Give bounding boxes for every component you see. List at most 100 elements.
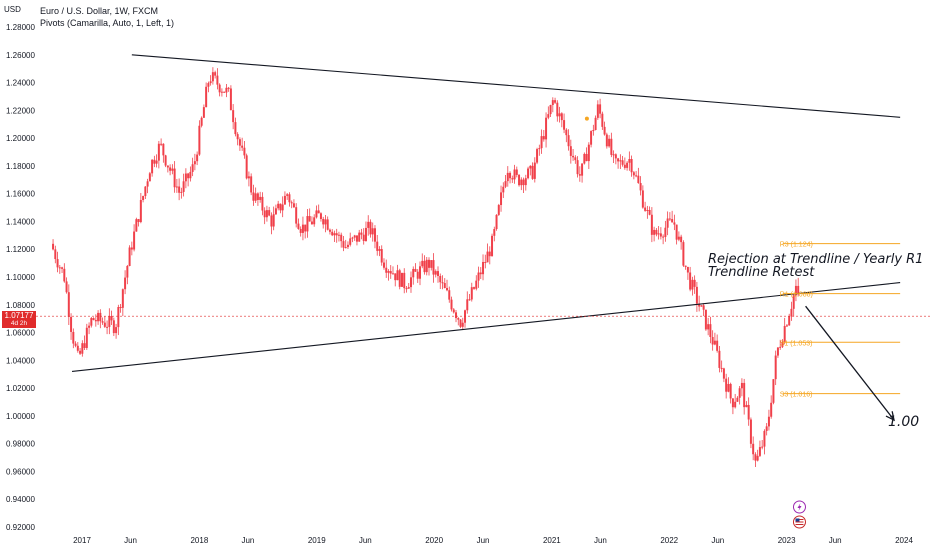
- candle-body: [797, 285, 800, 295]
- candle-body: [387, 271, 390, 273]
- candle-body: [137, 219, 140, 223]
- candle-body: [398, 270, 401, 287]
- candle-body: [187, 173, 190, 179]
- candle-body: [722, 368, 725, 379]
- pivot-label: R1 (1.088): [780, 292, 813, 299]
- candle-body: [256, 193, 259, 200]
- candle-body: [241, 145, 244, 148]
- candle-body: [349, 238, 352, 245]
- candle-body: [319, 213, 322, 219]
- candle-body: [731, 398, 734, 408]
- candle-body: [695, 286, 698, 304]
- trendline-lower[interactable]: [71, 282, 901, 372]
- candle-body: [191, 164, 194, 172]
- candle-body: [630, 159, 633, 173]
- trendline-upper[interactable]: [131, 54, 901, 118]
- candle-body: [110, 315, 113, 321]
- candle-body: [189, 171, 192, 179]
- x-tick-label: 2021: [543, 536, 561, 545]
- candle-body: [65, 281, 68, 293]
- candle-body: [236, 134, 239, 140]
- y-tick-label: 1.28000: [6, 23, 35, 32]
- candle-body: [247, 176, 250, 179]
- candle-body: [124, 277, 127, 290]
- candle-body: [446, 288, 449, 291]
- candle-body: [101, 321, 104, 323]
- candle-body: [220, 91, 223, 93]
- candle-body: [776, 347, 779, 356]
- candle-body: [623, 164, 626, 168]
- candle-body: [225, 87, 228, 93]
- candle-body: [644, 207, 647, 211]
- candle-body: [677, 236, 680, 240]
- y-tick-label: 0.92000: [6, 523, 35, 532]
- candle-body: [92, 318, 95, 320]
- candle-body: [259, 196, 262, 200]
- candle-body: [274, 208, 277, 215]
- candle-body: [614, 154, 617, 159]
- candle-body: [520, 179, 523, 186]
- candle-body: [166, 165, 169, 168]
- candle-body: [164, 155, 167, 166]
- candle-body: [418, 266, 421, 279]
- candle-body: [56, 259, 59, 268]
- candle-body: [322, 218, 325, 225]
- candle-body: [738, 388, 741, 398]
- candle-body: [511, 178, 514, 180]
- candle-body: [331, 231, 334, 236]
- y-tick-label: 1.10000: [6, 273, 35, 282]
- candle-body: [590, 131, 593, 145]
- candle-body: [133, 231, 136, 250]
- projection-arrow[interactable]: [805, 305, 895, 421]
- candle-body: [306, 216, 309, 232]
- candle-body: [169, 167, 172, 171]
- candle-body: [635, 175, 638, 177]
- candle-body: [337, 234, 340, 236]
- candle-body: [761, 446, 764, 448]
- candle-body: [740, 382, 743, 389]
- candle-body: [554, 100, 557, 103]
- candle-body: [594, 117, 597, 130]
- x-tick-label: 2024: [895, 536, 913, 545]
- candle-body: [513, 169, 516, 180]
- x-tick-label: 2017: [73, 536, 91, 545]
- candle-body: [538, 148, 541, 150]
- candle-body: [198, 125, 201, 155]
- candle-body: [216, 75, 219, 85]
- candle-body: [713, 340, 716, 345]
- candle-body: [369, 221, 372, 235]
- candle-body: [743, 382, 746, 408]
- candle-body: [704, 309, 707, 330]
- candle-body: [340, 234, 343, 242]
- candle-body: [85, 327, 88, 348]
- candle-body: [745, 404, 748, 408]
- candle-body: [83, 343, 86, 348]
- y-tick-label: 1.04000: [6, 356, 35, 365]
- candle-body: [650, 214, 653, 235]
- candle-body: [542, 136, 545, 140]
- candle-body: [155, 160, 158, 164]
- candle-body: [279, 203, 282, 211]
- current-price-tag: 1.07177 4d 2h: [2, 311, 36, 328]
- candle-body: [477, 272, 480, 281]
- candle-body: [437, 271, 440, 276]
- annotation-target[interactable]: 1.00: [888, 414, 920, 430]
- candle-body: [79, 350, 82, 354]
- annotation-rejection[interactable]: Rejection at Trendline / Yearly R1: [708, 252, 924, 267]
- y-tick-label: 1.24000: [6, 79, 35, 88]
- symbol-title[interactable]: Euro / U.S. Dollar, 1W, FXCM: [40, 6, 159, 16]
- candle-body: [432, 260, 435, 275]
- candle-body: [232, 110, 235, 123]
- candle-body: [502, 186, 505, 193]
- candle-body: [385, 267, 388, 273]
- candle-body: [518, 174, 521, 186]
- x-axis: 2017 Jun 2018 Jun 2019 Jun 2020 Jun 2021 Jun 2022 J…: [73, 536, 913, 545]
- annotation-retest[interactable]: Trendline Retest: [708, 265, 815, 280]
- candle-body: [567, 135, 570, 147]
- y-tick-label: 0.96000: [6, 467, 35, 476]
- y-tick-label: 0.98000: [6, 440, 35, 449]
- candle-body: [587, 144, 590, 162]
- indicator-label[interactable]: Pivots (Camarilla, Auto, 1, Left, 1): [40, 18, 175, 28]
- candle-body: [281, 204, 284, 211]
